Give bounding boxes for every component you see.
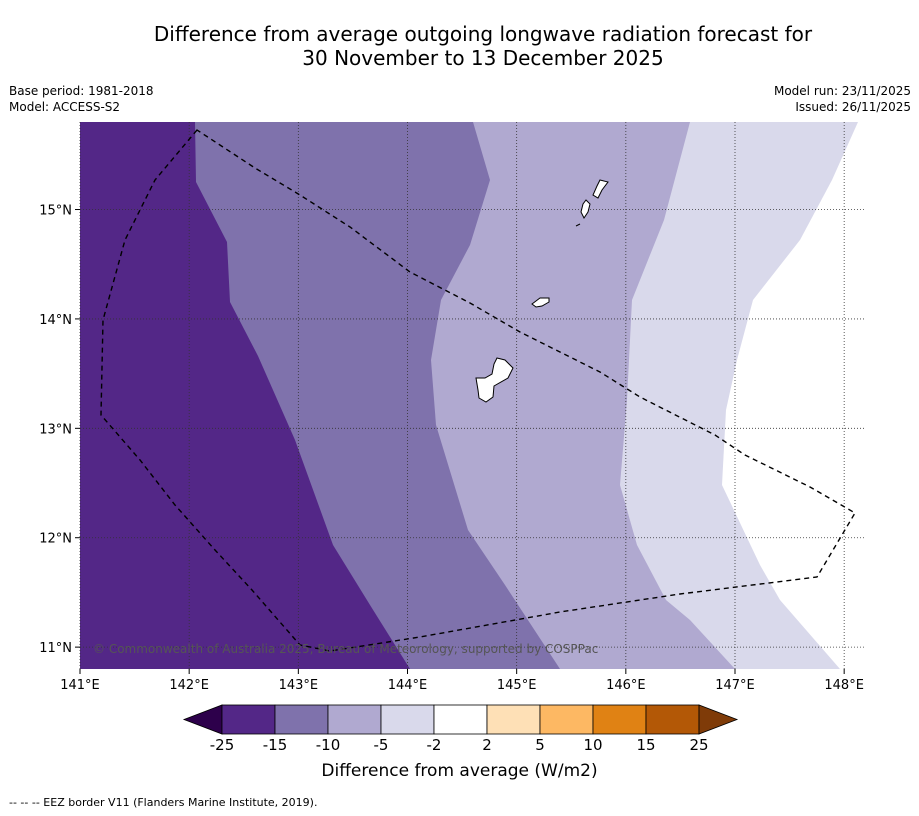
colorbar-segment	[592, 704, 647, 735]
longitude-label: 142°E	[169, 678, 209, 693]
title-line-1: Difference from average outgoing longwav…	[153, 22, 813, 46]
colorbar-segment	[433, 704, 488, 735]
saipan-island	[592, 179, 609, 199]
model-run: Model run: 23/11/2025	[773, 84, 911, 98]
anomaly-field	[80, 122, 866, 669]
latitude-label: 11°N	[39, 641, 72, 656]
band-minus-2-to-plus-2	[722, 122, 866, 669]
tinian-island	[580, 199, 591, 219]
latitude-labels: 15°N 14°N 13°N 12°N 11°N	[39, 204, 72, 657]
meta-left: Base period: 1981-2018 Model: ACCESS-S2	[9, 83, 154, 115]
longitude-label: 143°E	[279, 678, 319, 693]
meta-right: Model run: 23/11/2025 Issued: 26/11/2025	[774, 83, 911, 115]
colorbar-tick-label: 2	[482, 736, 492, 754]
title-line-2: 30 November to 13 December 2025	[302, 46, 664, 70]
colorbar-tick-label: 10	[583, 736, 603, 754]
copyright-text: © Commonwealth of Australia 2025, Bureau…	[93, 642, 598, 656]
longitude-ticks	[79, 669, 845, 674]
colorbar-tick-label: 5	[535, 736, 545, 754]
colorbar	[182, 704, 739, 735]
longitude-label: 148°E	[824, 678, 864, 693]
islands	[475, 179, 609, 403]
colorbar-segment	[380, 704, 435, 735]
colorbar-tick-label: -5	[373, 736, 389, 754]
colorbar-tick-label: -10	[315, 736, 341, 754]
latitude-ticks	[75, 209, 80, 648]
latitude-label: 15°N	[39, 204, 72, 219]
latitude-label: 14°N	[39, 313, 72, 328]
colorbar-tick-label: 25	[689, 736, 709, 754]
footer-note: -- -- -- EEZ border V11 (Flanders Marine…	[9, 796, 318, 809]
colorbar-title: Difference from average (W/m2)	[321, 761, 598, 781]
colorbar-segment	[221, 704, 276, 735]
colorbar-under-arrow	[182, 704, 223, 735]
colorbar-tick-label: -25	[209, 736, 235, 754]
rota-island	[531, 297, 550, 308]
colorbar-tick-label: 15	[636, 736, 656, 754]
model-name: Model: ACCESS-S2	[9, 100, 121, 114]
base-period: Base period: 1981-2018	[9, 84, 154, 98]
guam-island	[475, 357, 514, 403]
colorbar-segment	[645, 704, 700, 735]
colorbar-segment	[327, 704, 382, 735]
issued-date: Issued: 26/11/2025	[795, 100, 911, 114]
aguijan-island	[575, 223, 581, 227]
latitude-label: 13°N	[39, 422, 72, 437]
longitude-label: 141°E	[60, 678, 100, 693]
graticule	[79, 122, 866, 669]
longitude-label: 144°E	[388, 678, 428, 693]
colorbar-segment	[486, 704, 541, 735]
colorbar-segment	[274, 704, 329, 735]
colorbar-over-arrow	[698, 704, 739, 735]
longitude-label: 147°E	[715, 678, 755, 693]
longitude-labels: 141°E 142°E 143°E 144°E 145°E 146°E 147°E 148°E	[60, 678, 864, 693]
colorbar-tick-label: -15	[262, 736, 288, 754]
colorbar-segment	[539, 704, 594, 735]
longitude-label: 145°E	[497, 678, 537, 693]
colorbar-tick-label: -2	[426, 736, 442, 754]
eez-border	[100, 129, 856, 652]
longitude-label: 146°E	[606, 678, 646, 693]
chart-title: Difference from average outgoing longwav…	[0, 22, 919, 70]
latitude-label: 12°N	[39, 532, 72, 547]
